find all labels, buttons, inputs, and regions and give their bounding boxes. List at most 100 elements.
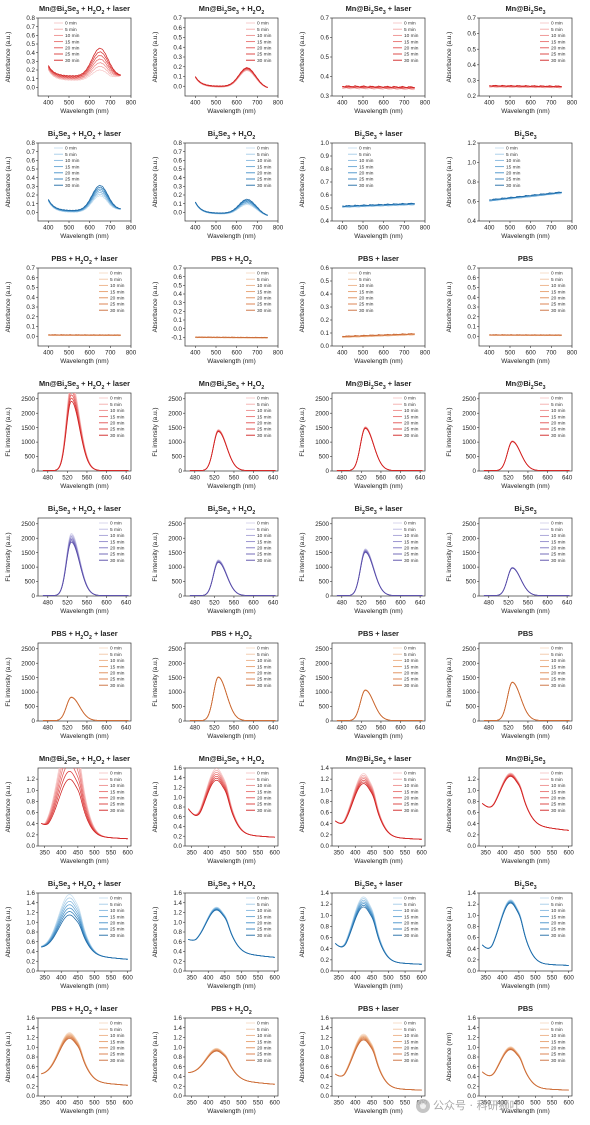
series-line [189, 559, 276, 596]
chart-title: Bi2Se3 [514, 879, 536, 891]
series-line [483, 440, 570, 471]
chart-title: PBS + H2O2 + laser [51, 629, 117, 641]
series-line [336, 689, 423, 721]
chart-title: PBS + laser [358, 629, 399, 638]
legend-label: 0 min [257, 271, 269, 277]
y-axis-label: Absorbance (a.u.) [152, 782, 159, 833]
x-tick-label: 600 [85, 100, 96, 107]
legend-label: 15 min [110, 289, 125, 295]
y-tick-label: 0.7 [467, 265, 476, 272]
legend-label: 5 min [110, 652, 122, 658]
plot-frame [184, 642, 279, 722]
x-tick-label: 600 [564, 850, 575, 857]
x-tick-label: 550 [253, 850, 264, 857]
x-tick-label: 640 [562, 725, 573, 732]
chart-title: Mn@Bi2Se3 + laser [346, 379, 412, 391]
chart-panel: Mn@Bi2Se3 400 500 600 700 800 0.2 0.3 0.4 0.5 0.6 0… [446, 4, 578, 115]
x-tick-label: 550 [547, 850, 558, 857]
y-tick-label: 0.2 [26, 1083, 35, 1090]
chart-title: Mn@Bi2Se3 + H2O2 + laser [39, 4, 130, 16]
series-line [489, 191, 562, 201]
legend-label: 25 min [404, 552, 419, 558]
y-tick-label: 2000 [21, 535, 35, 542]
legend-label: 0 min [404, 771, 416, 777]
legend-label: 20 min [110, 796, 125, 802]
x-tick-label: 500 [64, 225, 75, 232]
y-tick-label: 0.6 [320, 810, 329, 817]
legend-label: 15 min [359, 289, 374, 295]
y-tick-label: 0.3 [26, 304, 35, 311]
x-axis-label: Wavelength (nm) [207, 733, 255, 740]
x-tick-label: 600 [101, 475, 112, 482]
y-tick-label: 0.3 [173, 54, 182, 61]
legend-label: 5 min [506, 152, 518, 158]
plot-frame [184, 142, 279, 222]
y-tick-label: 0.0 [26, 209, 35, 216]
series-line [483, 567, 570, 596]
legend-label: 5 min [551, 1027, 563, 1033]
series-line [42, 697, 129, 721]
x-tick-label: 400 [337, 100, 348, 107]
y-tick-label: 0 [473, 468, 477, 475]
y-tick-label: 0.2 [173, 192, 182, 199]
y-tick-label: 0.0 [467, 843, 476, 850]
x-tick-label: 600 [564, 1100, 575, 1107]
legend-label: 30 min [551, 1058, 566, 1064]
legend-label: 15 min [257, 164, 272, 170]
x-tick-label: 600 [417, 850, 428, 857]
series-line [483, 566, 570, 596]
series-line [41, 914, 128, 960]
x-tick-label: 500 [89, 1100, 100, 1107]
x-tick-label: 480 [484, 475, 495, 482]
y-axis-label: FL intensity (a.u.) [299, 657, 306, 706]
x-tick-label: 640 [268, 600, 279, 607]
x-tick-label: 500 [358, 225, 369, 232]
x-tick-label: 450 [73, 1100, 84, 1107]
x-tick-label: 550 [106, 975, 117, 982]
legend-label: 10 min [257, 908, 272, 914]
y-tick-label: 0.2 [467, 1083, 476, 1090]
x-tick-label: 800 [567, 225, 578, 232]
y-tick-label: 1.4 [467, 890, 476, 897]
y-tick-label: 1500 [315, 425, 329, 432]
legend-label: 20 min [359, 171, 374, 177]
x-tick-label: 450 [73, 975, 84, 982]
y-tick-label: 0.2 [173, 958, 182, 965]
y-tick-label: 2500 [21, 396, 35, 403]
y-tick-label: 0.5 [320, 54, 329, 61]
y-tick-label: 0.8 [320, 1054, 329, 1061]
y-tick-label: 0.8 [26, 929, 35, 936]
series-line [489, 191, 562, 201]
legend-label: 30 min [257, 58, 272, 64]
legend-label: 0 min [110, 1021, 122, 1027]
y-tick-label: 1.2 [173, 1035, 182, 1042]
x-tick-label: 500 [358, 350, 369, 357]
y-tick-label: 2500 [168, 646, 182, 653]
y-tick-label: 0 [179, 718, 183, 725]
y-tick-label: 0.4 [173, 1074, 182, 1081]
x-tick-label: 480 [337, 600, 348, 607]
legend-label: 0 min [551, 521, 563, 527]
x-tick-label: 520 [62, 600, 73, 607]
x-axis-label: Wavelength (nm) [207, 983, 255, 990]
y-tick-label: 0.4 [320, 946, 329, 953]
series-line [482, 776, 569, 831]
y-tick-label: 0.6 [467, 275, 476, 282]
series-line [483, 567, 570, 596]
x-axis-label: Wavelength (nm) [354, 108, 402, 115]
y-tick-label: 0.3 [467, 78, 476, 85]
x-axis-label: Wavelength (nm) [354, 858, 402, 865]
legend-label: 15 min [257, 39, 272, 45]
legend-label: 20 min [110, 1046, 125, 1052]
x-tick-label: 550 [106, 1100, 117, 1107]
x-tick-label: 560 [376, 600, 387, 607]
chart-title: PBS [518, 1004, 533, 1013]
legend-label: 10 min [551, 658, 566, 664]
legend-label: 15 min [506, 164, 521, 170]
x-tick-label: 480 [190, 600, 201, 607]
legend-label: 25 min [551, 927, 566, 933]
series-line [194, 202, 268, 216]
legend-label: 30 min [404, 808, 419, 814]
y-tick-label: 1500 [462, 425, 476, 432]
legend-label: 10 min [404, 908, 419, 914]
